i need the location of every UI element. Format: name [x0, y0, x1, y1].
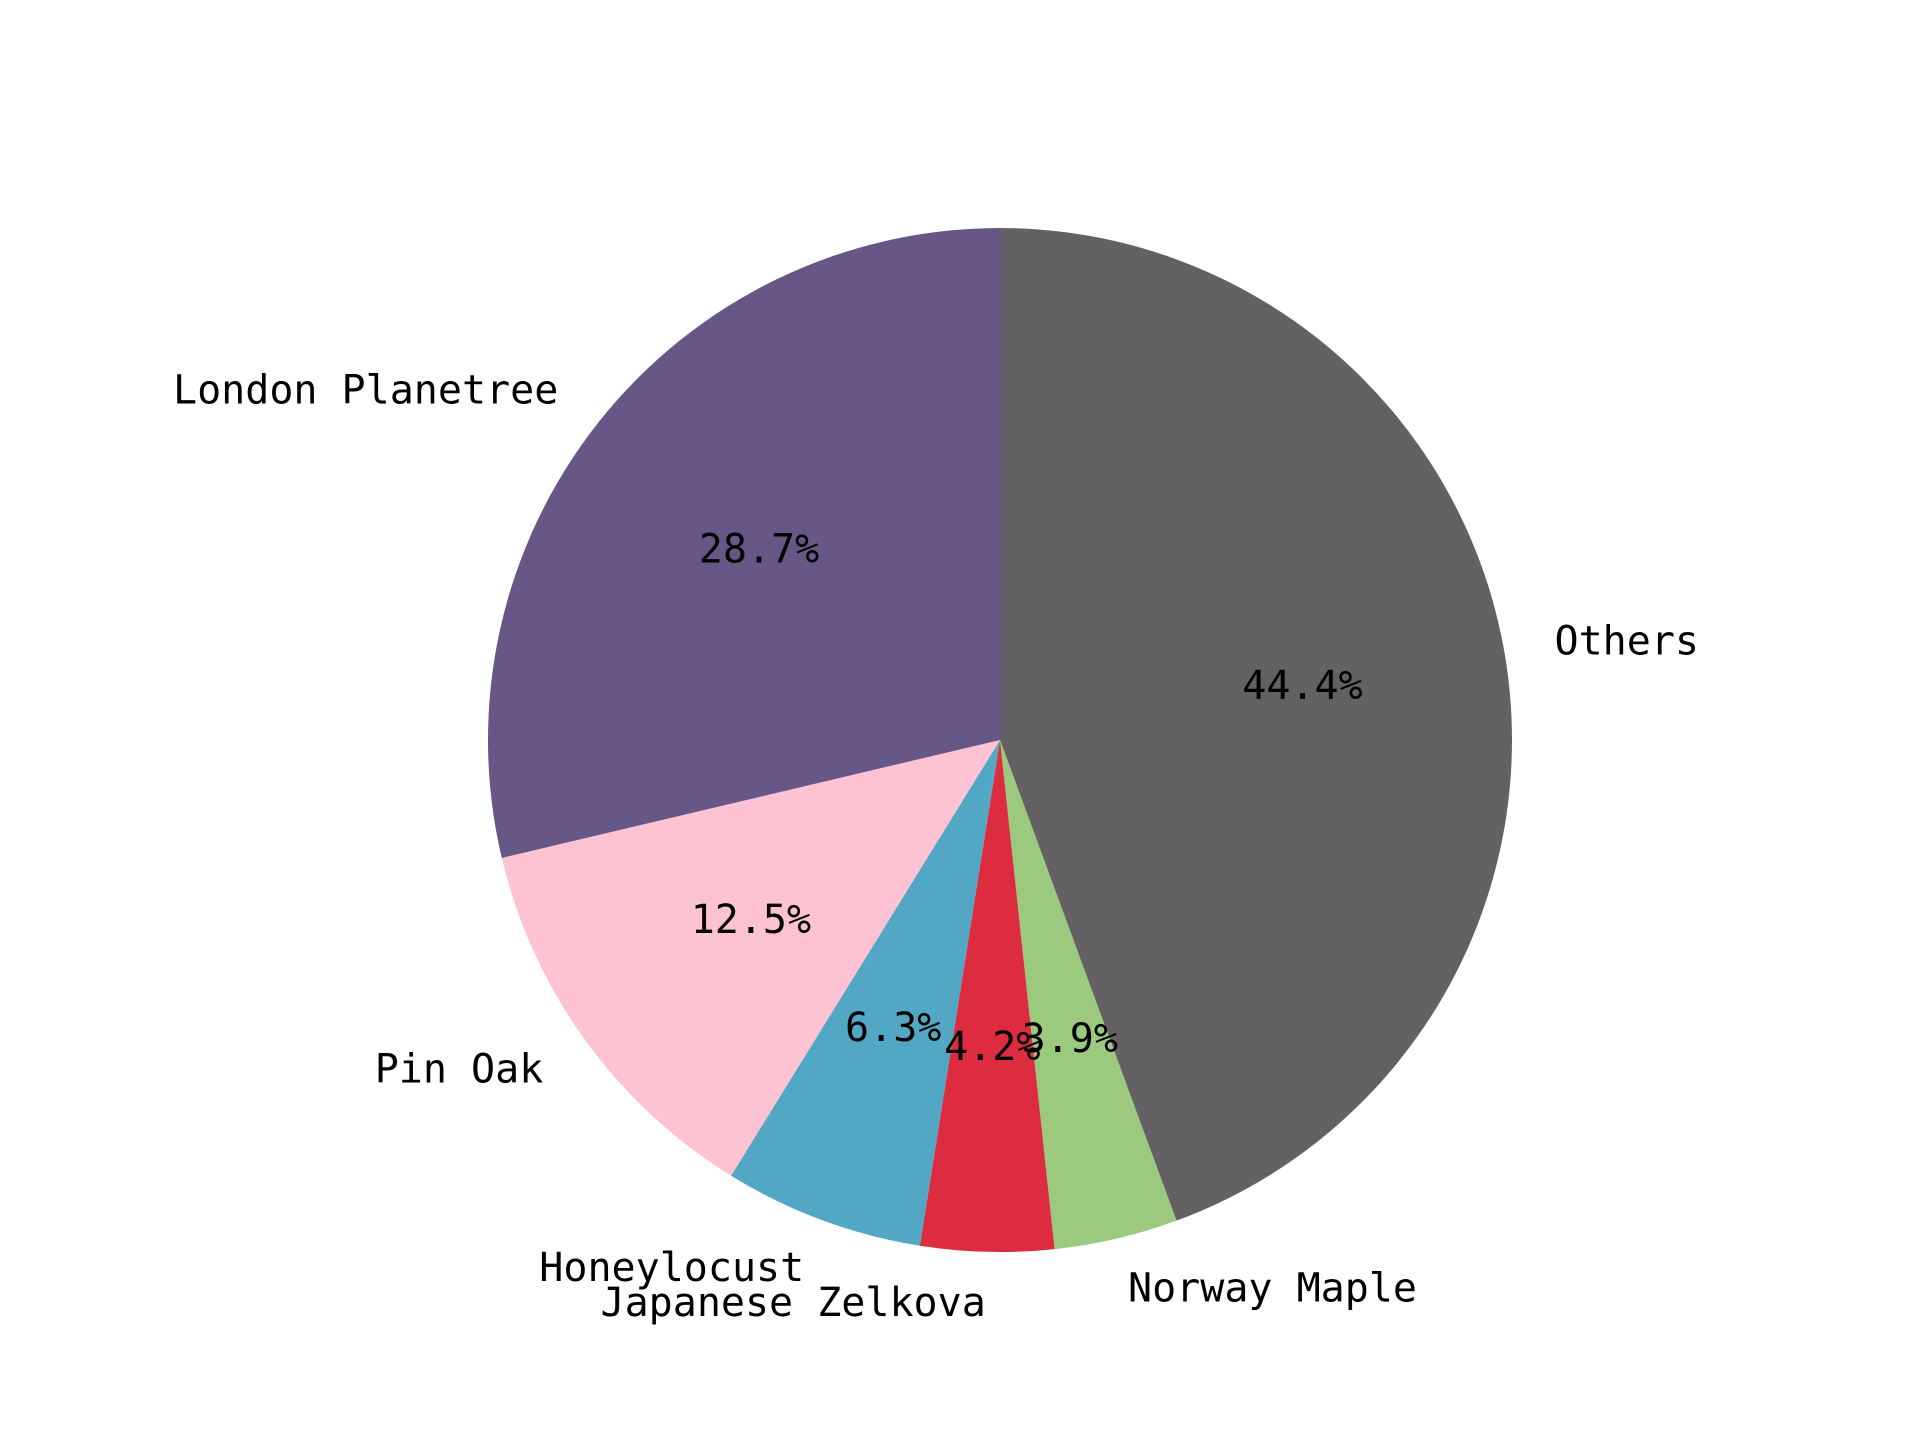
- category-label-others: Others: [1555, 618, 1700, 664]
- slice-norway-maple: [1000, 740, 1177, 1250]
- category-label-london-planetree: London Planetree: [173, 368, 558, 414]
- category-label-honeylocust: Honeylocust: [539, 1245, 804, 1291]
- slice-london-planetree: [487, 228, 1000, 858]
- pct-label-london-planetree: 28.7%: [699, 526, 819, 572]
- pct-label-norway-maple: 3.9%: [1022, 1016, 1118, 1062]
- pct-label-honeylocust: 6.3%: [845, 1005, 941, 1051]
- category-label-pin-oak: Pin Oak: [375, 1047, 544, 1093]
- category-label-japanese-zelkova: Japanese Zelkova: [600, 1280, 985, 1326]
- slice-honeylocust: [731, 740, 1000, 1246]
- pct-label-pin-oak: 12.5%: [691, 897, 811, 943]
- pct-label-others: 44.4%: [1242, 663, 1362, 709]
- pct-label-japanese-zelkova: 4.2%: [944, 1024, 1040, 1070]
- slice-japanese-zelkova: [919, 740, 1055, 1252]
- slice-others: [1000, 228, 1512, 1221]
- slice-pin-oak: [501, 740, 1000, 1176]
- category-label-norway-maple: Norway Maple: [1128, 1266, 1417, 1312]
